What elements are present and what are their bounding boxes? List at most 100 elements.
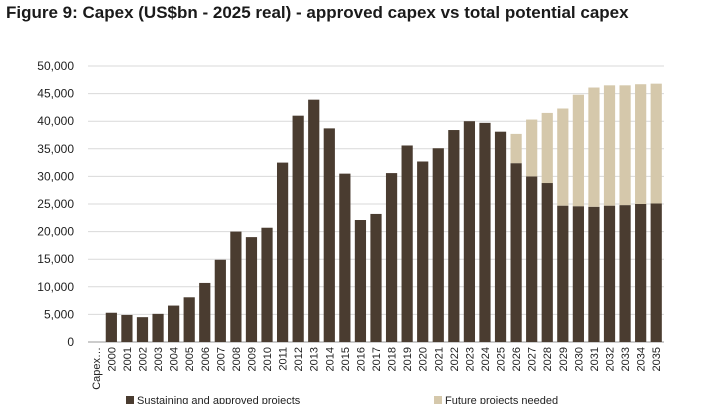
y-tick-label: 5,000 <box>44 307 74 321</box>
x-tick-label: 2013 <box>309 347 321 371</box>
x-tick-label: 2029 <box>558 347 570 371</box>
legend-label: Sustaining and approved projects <box>137 395 301 404</box>
x-tick-label: 2033 <box>620 347 632 371</box>
bar-future <box>557 108 569 206</box>
x-tick-label: 2007 <box>215 347 227 371</box>
x-tick-label: 2004 <box>169 347 181 371</box>
bar-sustaining <box>292 115 304 343</box>
x-tick-label: 2017 <box>371 347 383 371</box>
x-tick-label: 2035 <box>651 347 663 371</box>
x-tick-label: 2018 <box>387 347 399 371</box>
bar-sustaining <box>245 237 258 342</box>
legend-swatch <box>434 396 442 404</box>
chart-title: Figure 9: Capex (US$bn - 2025 real) - ap… <box>6 3 629 22</box>
bar-sustaining <box>541 183 553 342</box>
bar-sustaining <box>339 173 351 342</box>
x-tick-label: 2019 <box>402 347 414 371</box>
x-tick-label: 2030 <box>573 347 585 371</box>
x-tick-label: 2027 <box>527 347 539 371</box>
bar-sustaining <box>417 161 429 342</box>
bar-sustaining <box>557 205 569 342</box>
bar-sustaining <box>385 173 398 342</box>
bar-future <box>526 119 538 177</box>
bar-sustaining <box>323 128 335 342</box>
bar-sustaining <box>105 312 117 342</box>
bar-future <box>572 94 584 207</box>
x-tick-label: 2005 <box>184 347 196 371</box>
bar-future <box>510 133 522 164</box>
legend: Sustaining and approved projects Future p… <box>126 395 558 404</box>
bar-future <box>541 112 553 184</box>
bar-sustaining <box>494 131 507 342</box>
bar-sustaining <box>168 305 180 342</box>
bar-future <box>650 83 662 204</box>
bar-sustaining <box>276 162 289 342</box>
x-tick-label: 2028 <box>542 347 554 371</box>
y-tick-label: 15,000 <box>37 252 74 266</box>
legend-swatch <box>126 396 134 404</box>
bar-sustaining <box>432 148 444 342</box>
bar-sustaining <box>510 163 522 342</box>
bar-sustaining <box>650 203 662 342</box>
bar-sustaining <box>214 259 226 342</box>
bar-sustaining <box>448 130 460 342</box>
x-tick-label: 2031 <box>589 347 601 371</box>
x-tick-label: 2022 <box>449 347 461 371</box>
y-tick-label: 10,000 <box>37 280 74 294</box>
bar-sustaining <box>183 297 195 342</box>
bar-sustaining <box>354 220 367 342</box>
bar-sustaining <box>572 206 584 342</box>
y-axis: 0 5,000 10,000 15,000 20,000 25,000 30,000 35,0… <box>37 59 74 349</box>
y-tick-label: 35,000 <box>37 142 74 156</box>
y-tick-label: 0 <box>67 335 74 349</box>
y-tick-label: 45,000 <box>37 87 74 101</box>
y-tick-label: 40,000 <box>37 114 74 128</box>
x-tick-label: 2021 <box>433 347 445 371</box>
x-tick-label: 2000 <box>106 347 118 371</box>
x-tick-label: 2003 <box>153 347 165 371</box>
x-axis: Capex… 2000 2001 2002 2003 2004 2005 2006 2007 20… <box>91 347 663 390</box>
bar-sustaining <box>603 205 616 342</box>
bar-sustaining <box>526 176 538 342</box>
bar-sustaining <box>199 282 211 342</box>
bar-sustaining <box>635 204 647 342</box>
x-tick-label: 2025 <box>496 347 508 371</box>
bar-future <box>588 87 600 207</box>
bar-sustaining <box>261 227 273 342</box>
bar-sustaining <box>136 317 149 342</box>
x-tick-label: 2011 <box>278 347 290 371</box>
x-tick-label: 2016 <box>355 347 367 371</box>
y-tick-label: 20,000 <box>37 225 74 239</box>
x-tick-label: Capex… <box>91 347 103 390</box>
bar-sustaining <box>588 206 600 342</box>
x-tick-label: 2008 <box>231 347 243 371</box>
bar-sustaining <box>479 122 491 342</box>
bar-sustaining <box>370 213 382 342</box>
x-tick-label: 2010 <box>262 347 274 371</box>
bar-future <box>635 84 647 204</box>
bar-future <box>619 85 631 206</box>
x-tick-label: 2012 <box>293 347 305 371</box>
bar-sustaining <box>401 145 413 342</box>
x-tick-label: 2034 <box>636 347 648 371</box>
x-tick-label: 2002 <box>137 347 149 371</box>
bar-sustaining <box>463 121 476 342</box>
legend-label: Future projects needed <box>445 395 558 404</box>
bar-sustaining <box>619 205 631 342</box>
bar-sustaining <box>230 231 242 342</box>
x-tick-label: 2006 <box>200 347 212 371</box>
x-tick-label: 2026 <box>511 347 523 371</box>
y-tick-label: 25,000 <box>37 197 74 211</box>
bar-future <box>603 85 616 206</box>
y-tick-label: 30,000 <box>37 169 74 183</box>
x-tick-label: 2032 <box>605 347 617 371</box>
x-tick-label: 2024 <box>480 347 492 371</box>
bar-sustaining <box>308 99 320 342</box>
y-tick-label: 50,000 <box>37 59 74 73</box>
x-tick-label: 2001 <box>122 347 134 371</box>
x-tick-label: 2015 <box>340 347 352 371</box>
bars <box>105 83 662 343</box>
x-tick-label: 2023 <box>464 347 476 371</box>
x-tick-label: 2009 <box>246 347 258 371</box>
